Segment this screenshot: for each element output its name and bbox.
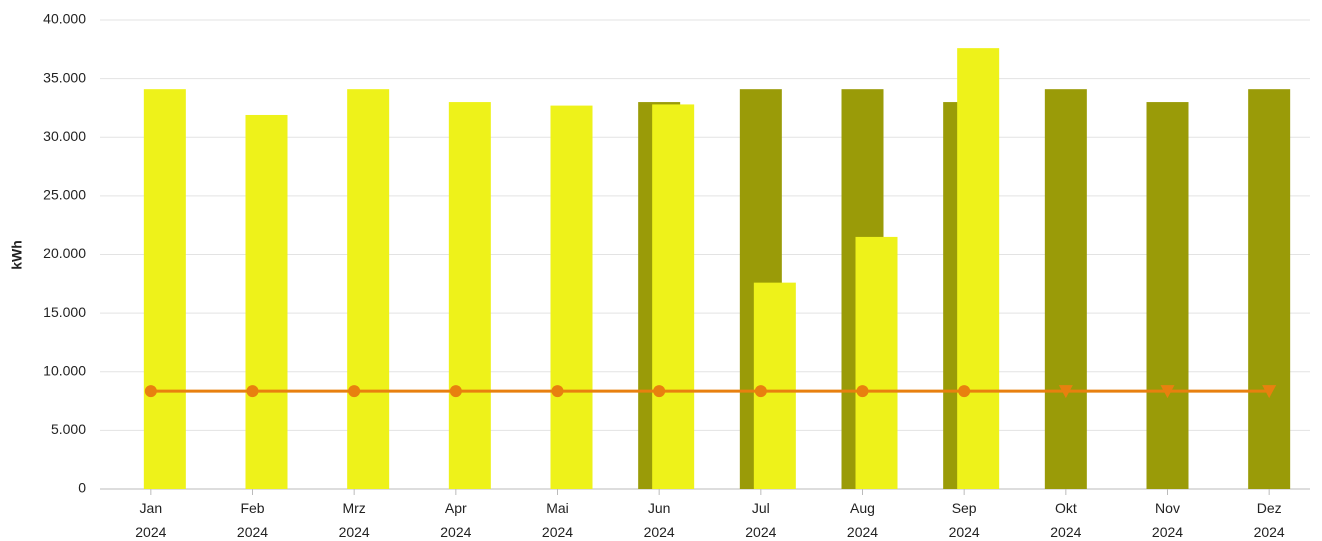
marker — [449, 385, 462, 398]
marker — [653, 385, 666, 398]
bar — [855, 236, 898, 489]
marker — [348, 385, 361, 398]
x-tick-label: Mrz 2024 — [338, 500, 370, 540]
marker — [144, 385, 157, 398]
marker — [551, 385, 564, 398]
marker — [1160, 385, 1175, 399]
marker — [246, 385, 259, 398]
marker — [856, 385, 869, 398]
x-tick-label: Okt 2024 — [1050, 500, 1082, 540]
y-tick-label: 35.000 — [43, 69, 86, 85]
x-tick-label: Feb 2024 — [236, 500, 269, 540]
marker — [754, 385, 767, 398]
bar — [143, 89, 186, 490]
x-tick-label: Dez 2024 — [1253, 500, 1285, 540]
bar — [652, 104, 695, 490]
bar — [1146, 102, 1189, 489]
x-tick-label: Nov 2024 — [1151, 500, 1184, 540]
bar — [245, 114, 288, 489]
bar — [550, 105, 593, 489]
x-tick-label: Aug 2024 — [846, 500, 879, 540]
x-tick-label: Jun 2024 — [643, 500, 675, 540]
y-tick-label: 5.000 — [51, 421, 86, 437]
y-tick-label: 15.000 — [43, 304, 86, 320]
x-tick-label: Apr 2024 — [440, 500, 472, 540]
y-tick-label: 25.000 — [43, 187, 86, 203]
y-axis-label: kWh — [9, 240, 25, 270]
y-tick-label: 40.000 — [43, 11, 86, 27]
bar — [1248, 89, 1291, 490]
x-tick-label: Sep 2024 — [948, 500, 980, 540]
bar — [1044, 89, 1087, 490]
x-tick-label: Mai 2024 — [541, 500, 574, 540]
marker — [958, 385, 971, 398]
y-tick-label: 0 — [78, 480, 86, 496]
y-tick-label: 20.000 — [43, 245, 86, 261]
x-tick-label: Jan 2024 — [135, 500, 167, 540]
y-tick-label: 10.000 — [43, 362, 86, 378]
bar — [448, 102, 491, 489]
y-tick-label: 30.000 — [43, 128, 86, 144]
marker — [1262, 385, 1277, 399]
x-tick-label: Jul 2024 — [745, 500, 777, 540]
marker — [1058, 385, 1073, 399]
bar — [347, 89, 390, 490]
bar — [957, 48, 1000, 489]
